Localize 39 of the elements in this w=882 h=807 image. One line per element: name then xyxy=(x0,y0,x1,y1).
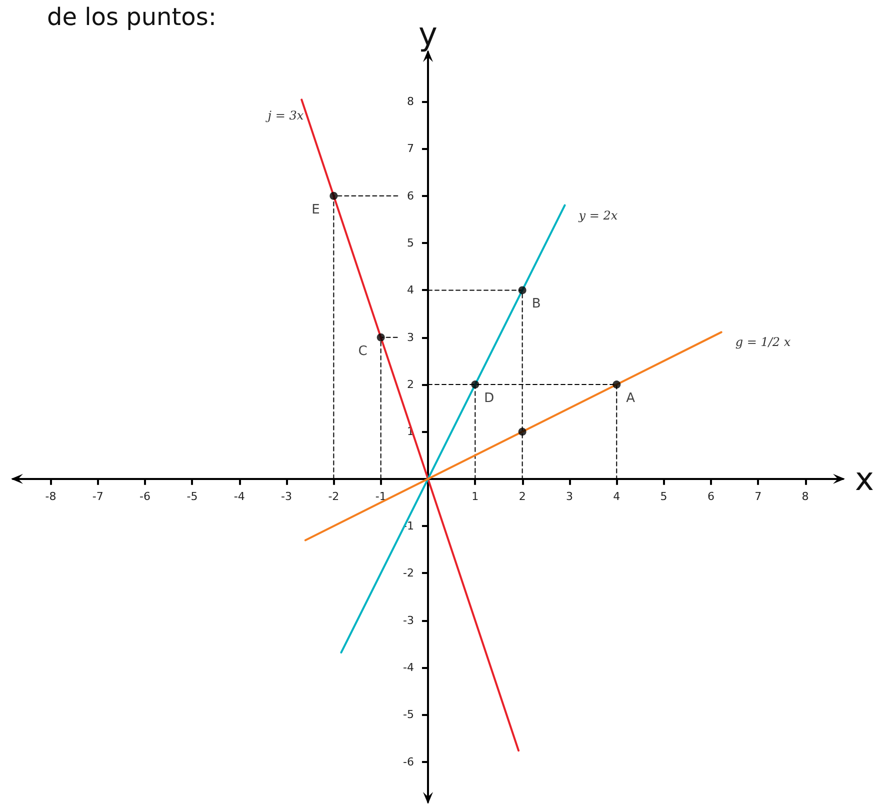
annotation: C xyxy=(358,344,368,359)
x-tick-label: -2 xyxy=(328,490,340,503)
annotation: B xyxy=(532,296,541,312)
series-label: g = 1/2 x xyxy=(735,335,791,350)
y-tick-label: 3 xyxy=(407,330,414,344)
x-tick-label: -7 xyxy=(92,490,104,503)
y-tick-label: 7 xyxy=(407,142,414,156)
x-tick-label: 7 xyxy=(754,490,762,503)
y-tick-label: 6 xyxy=(407,189,414,202)
y-tick-label: 5 xyxy=(407,236,414,250)
x-tick-label: -1 xyxy=(375,490,386,503)
x-tick-label: 2 xyxy=(518,490,526,503)
series-label: j = 3x xyxy=(264,108,304,123)
x-tick-label: 3 xyxy=(566,490,573,503)
x-tick-label: -8 xyxy=(45,490,56,503)
y-tick-label: -2 xyxy=(403,566,414,580)
y-tick-label: 8 xyxy=(407,95,414,108)
x-tick-label: -4 xyxy=(234,490,245,503)
y-tick-label: 2 xyxy=(407,378,414,392)
annotation: E xyxy=(312,202,320,218)
y-tick-label: -6 xyxy=(403,755,414,768)
chart-title: de los puntos: xyxy=(47,3,216,31)
x-tick-label: -6 xyxy=(140,490,151,503)
y-tick-label: -3 xyxy=(403,614,414,627)
series-label: y = 2x xyxy=(578,208,618,222)
annotation: D xyxy=(484,391,494,406)
x-tick-label: -3 xyxy=(281,490,292,503)
x-tick-label: 1 xyxy=(472,490,479,503)
x-tick-label: 6 xyxy=(707,490,714,503)
x-tick-label: 8 xyxy=(802,490,809,503)
x-tick-label: 4 xyxy=(613,490,620,503)
annotation: A xyxy=(626,391,636,406)
y-tick-label: -5 xyxy=(403,708,414,722)
x-axis-title: x xyxy=(855,460,874,498)
y-tick-label: -4 xyxy=(403,661,414,674)
x-tick-label: -5 xyxy=(186,490,198,503)
y-tick-label: 4 xyxy=(407,284,414,297)
x-tick-label: 5 xyxy=(660,490,668,503)
y-axis-title: y xyxy=(418,15,438,53)
